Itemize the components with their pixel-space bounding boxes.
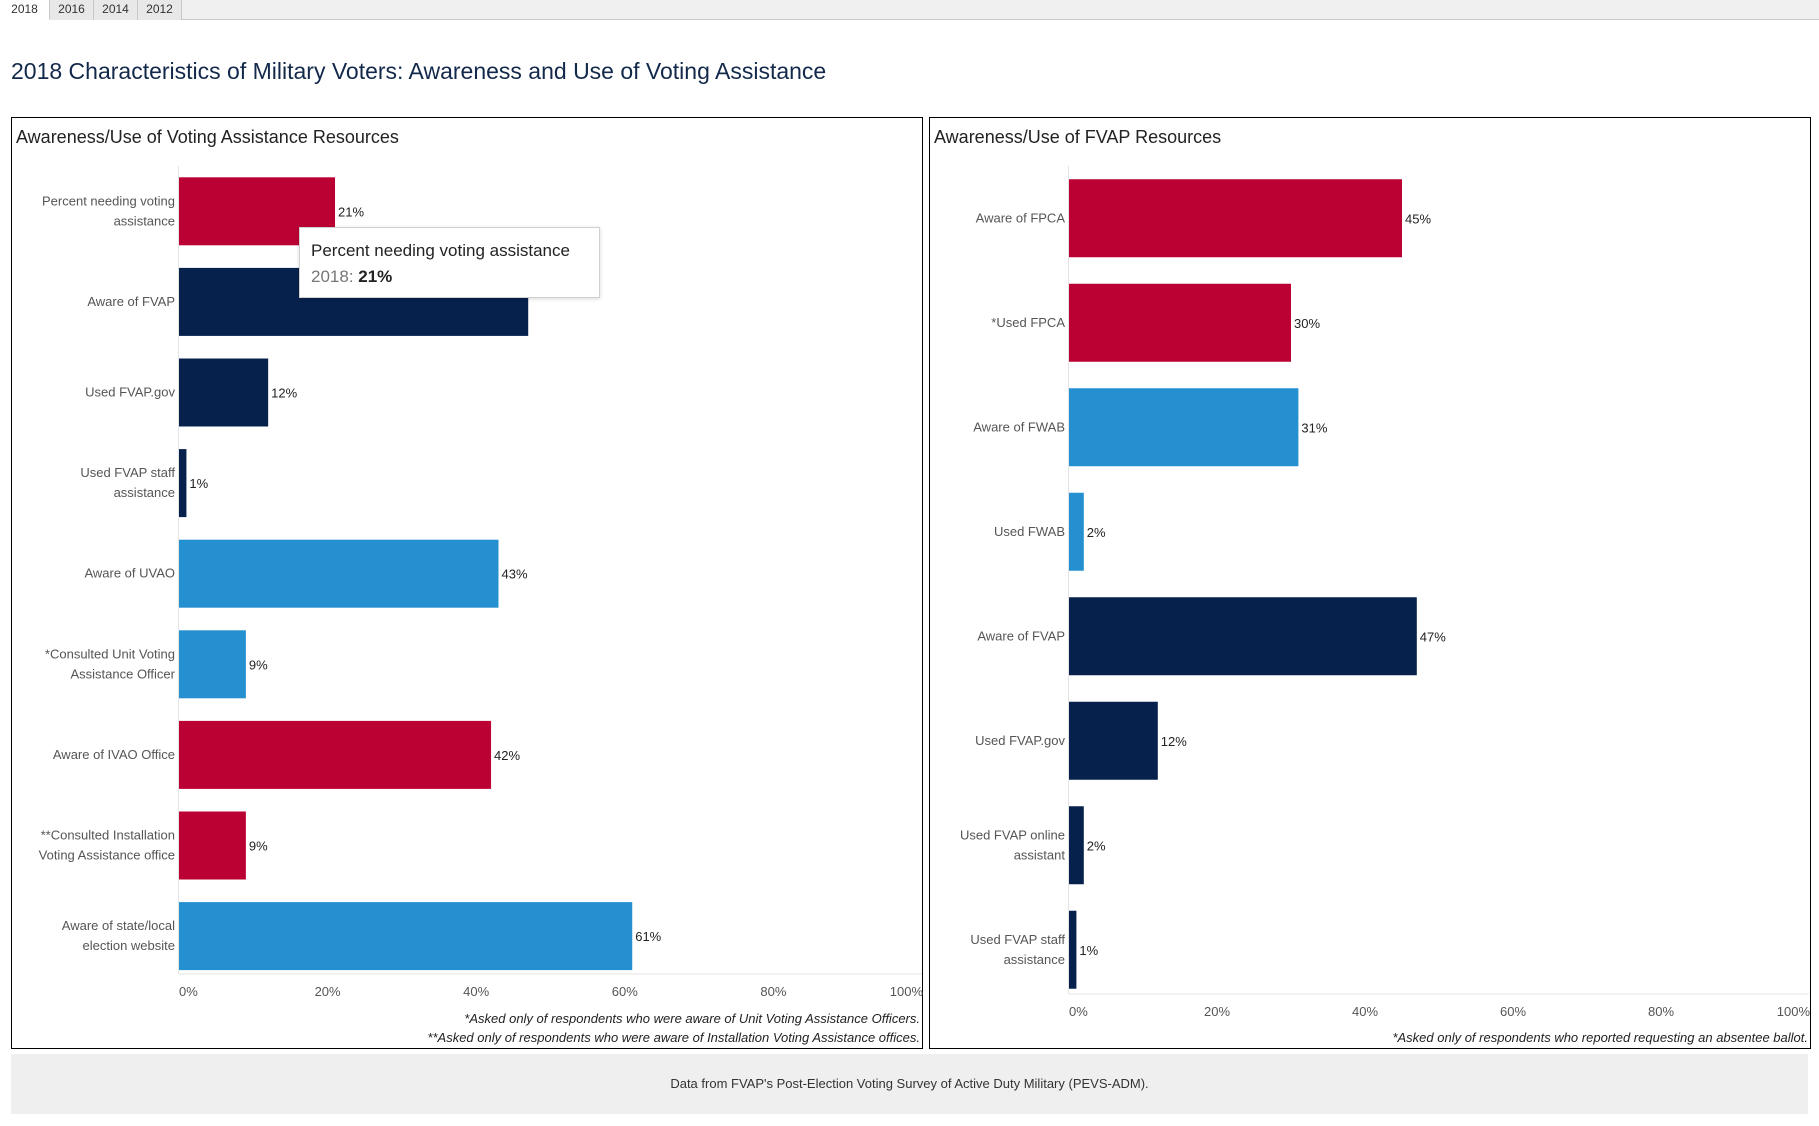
left-footnote-2: **Asked only of respondents who were awa… [427,1030,920,1045]
category-label: Used FWAB [994,524,1065,539]
category-label: Used FVAP staff [970,932,1065,947]
value-label: 12% [271,386,297,401]
value-label: 31% [1301,420,1327,435]
x-tick-label: 60% [1500,1004,1526,1019]
category-label: *Used FPCA [991,315,1065,330]
category-label: Used FVAP staff [80,465,175,480]
year-tab-bar: 2018 2016 2014 2012 [0,0,1819,20]
category-label: Assistance Officer [70,666,175,681]
tooltip-value: 21% [358,267,393,286]
value-label: 9% [249,657,268,672]
x-tick-label: 100% [1777,1004,1811,1019]
category-label: Aware of state/local [62,918,175,933]
bar [1069,179,1402,258]
value-label: 2% [1087,525,1106,540]
bar [179,539,499,608]
category-label: Percent needing voting [42,193,175,208]
category-label: Voting Assistance office [39,848,175,863]
bar [1069,910,1077,989]
category-label: assistant [1014,847,1066,862]
tooltip-title: Percent needing voting assistance [311,241,570,260]
tooltip-value-line: 2018: 21% [311,267,588,287]
bar [1069,701,1158,780]
bar [1069,283,1291,362]
category-label: **Consulted Installation [41,828,175,843]
bar [1069,492,1084,571]
bar [179,811,246,880]
bar [179,902,633,971]
value-label: 61% [635,929,661,944]
category-label: assistance [114,213,175,228]
category-label: Aware of FVAP [87,294,175,309]
bar [179,720,492,789]
bar [1069,388,1299,467]
value-label: 21% [338,204,364,219]
right-footnote-1: *Asked only of respondents who reported … [1392,1030,1808,1045]
category-label: assistance [114,485,175,500]
category-label: Aware of FPCA [976,210,1066,225]
x-tick-label: 20% [1204,1004,1230,1019]
x-tick-label: 40% [463,984,489,999]
value-label: 30% [1294,316,1320,331]
category-label: Aware of IVAO Office [53,747,175,762]
category-label: Used FVAP online [960,827,1065,842]
bar-tooltip: Percent needing voting assistance 2018: … [299,227,600,298]
source-bar: Data from FVAP's Post-Election Voting Su… [11,1054,1808,1114]
bar [179,630,246,699]
left-chart-title: Awareness/Use of Voting Assistance Resou… [16,127,399,147]
right-chart-panel: Awareness/Use of FVAP Resources Aware of… [929,117,1811,1049]
x-tick-label: 80% [1648,1004,1674,1019]
value-label: 45% [1405,211,1431,226]
tooltip-label: 2018: [311,267,359,286]
right-chart-title: Awareness/Use of FVAP Resources [934,127,1222,147]
category-label: assistance [1004,952,1065,967]
bar [179,358,269,427]
bar [1069,806,1084,885]
bar [179,449,187,518]
category-label: election website [83,938,176,953]
x-tick-label: 0% [1069,1004,1088,1019]
page-title: 2018 Characteristics of Military Voters:… [11,58,827,84]
category-label: Aware of FWAB [973,419,1065,434]
value-label: 47% [1420,629,1446,644]
x-tick-label: 0% [179,984,198,999]
category-label: Used FVAP.gov [975,733,1065,748]
tab-2018[interactable]: 2018 [0,0,50,20]
category-label: Used FVAP.gov [85,385,175,400]
x-tick-label: 80% [760,984,786,999]
source-note: Data from FVAP's Post-Election Voting Su… [670,1076,1149,1091]
value-label: 1% [189,476,208,491]
tab-2012[interactable]: 2012 [138,0,182,20]
tab-2014[interactable]: 2014 [94,0,138,20]
x-tick-label: 40% [1352,1004,1378,1019]
left-footnote-1: *Asked only of respondents who were awar… [464,1011,920,1026]
left-chart-svg: Percent needing voting assistance 21% Aware… [39,166,924,999]
value-label: 2% [1087,838,1106,853]
value-label: 12% [1161,734,1187,749]
value-label: 9% [249,839,268,854]
category-label: Aware of FVAP [977,628,1065,643]
category-label: *Consulted Unit Voting [45,646,175,661]
bar [1069,597,1417,676]
value-label: 43% [501,567,527,582]
tab-2016[interactable]: 2016 [50,0,94,20]
x-tick-label: 100% [890,984,924,999]
value-label: 1% [1079,943,1098,958]
value-label: 42% [494,748,520,763]
right-chart-svg: Aware of FPCA 45% *Used FPCA 30% Aware of FW… [960,166,1811,1019]
x-tick-label: 20% [315,984,341,999]
category-label: Aware of UVAO [84,566,175,581]
x-tick-label: 60% [612,984,638,999]
